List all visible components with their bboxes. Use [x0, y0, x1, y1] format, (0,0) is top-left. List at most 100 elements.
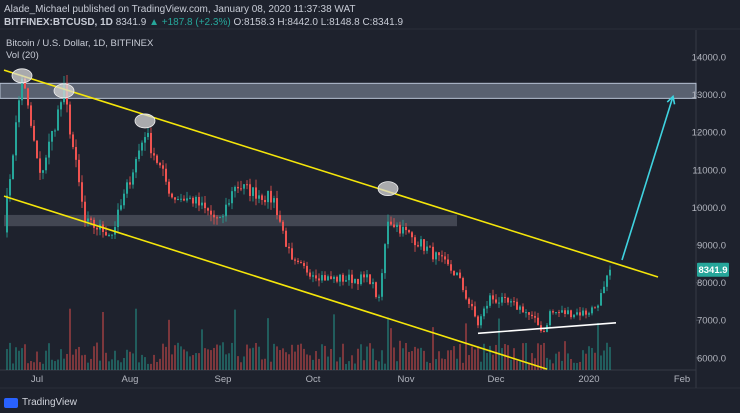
candle-body	[495, 299, 497, 303]
candle-body	[81, 182, 83, 202]
volume-bar	[522, 343, 524, 370]
volume-bar	[186, 351, 188, 370]
candle-body	[51, 130, 53, 142]
resistance-zone	[0, 82, 697, 99]
candle-body	[366, 274, 368, 278]
candle-body	[105, 232, 107, 236]
candle-body	[162, 165, 164, 169]
volume-bar	[510, 359, 512, 370]
volume-bar	[138, 362, 140, 370]
volume-bar	[450, 350, 452, 370]
candle-body	[57, 109, 59, 131]
candle-body	[153, 153, 155, 156]
volume-bar	[312, 359, 314, 370]
volume-bar	[249, 348, 251, 370]
candle-body	[201, 202, 203, 206]
descending-channel-upper-line	[3, 69, 659, 278]
candle-body	[321, 275, 323, 281]
candle-body	[120, 205, 122, 210]
last-price-tag: 8341.9	[697, 262, 729, 277]
candle-body	[297, 260, 299, 263]
volume-bar	[273, 343, 275, 370]
volume-bar	[297, 344, 299, 370]
price-tick-label: 12000.0	[692, 128, 726, 139]
candle-body	[387, 221, 389, 245]
volume-bar	[261, 359, 263, 370]
volume-bar	[408, 351, 410, 370]
volume-bar	[576, 363, 578, 370]
candle-body	[183, 198, 185, 201]
volume-bar	[585, 353, 587, 370]
volume-bar	[108, 361, 110, 370]
volume-bar	[276, 346, 278, 370]
candle-body	[516, 301, 518, 310]
candle-body	[432, 246, 434, 260]
candle-body	[423, 239, 425, 251]
candle-body	[21, 78, 23, 101]
candle-body	[519, 306, 521, 310]
candle-body	[225, 204, 227, 217]
volume-bar	[531, 353, 533, 370]
volume-bar	[552, 363, 554, 370]
candle-body	[483, 308, 485, 317]
candle-body	[402, 226, 404, 234]
tradingview-logo-icon	[4, 397, 18, 408]
candle-body	[399, 224, 401, 234]
volume-bar	[534, 358, 536, 370]
volume-bar	[423, 350, 425, 370]
volume-bar	[387, 317, 389, 370]
candle-body	[258, 195, 260, 199]
candle-body	[456, 272, 458, 276]
candle-body	[228, 203, 230, 205]
volume-bar	[558, 351, 560, 370]
candle-body	[90, 218, 92, 220]
candle-body	[270, 190, 272, 203]
volume-bar	[447, 350, 449, 370]
volume-bar	[390, 328, 392, 370]
candle-body	[231, 191, 233, 204]
candle-body	[447, 259, 449, 265]
price-tick-label: 9000.0	[697, 241, 726, 252]
price-tick-label: 14000.0	[692, 53, 726, 64]
volume-bar	[54, 361, 56, 370]
candle-body	[600, 293, 602, 306]
volume-bar	[324, 345, 326, 370]
candle-body	[117, 209, 119, 228]
volume-bar	[24, 344, 26, 370]
candle-body	[291, 248, 293, 260]
volume-bar	[345, 363, 347, 370]
volume-bar	[15, 347, 17, 370]
candle-body	[582, 310, 584, 316]
candle-body	[210, 210, 212, 215]
plot-area	[0, 30, 696, 370]
candle-body	[384, 244, 386, 274]
candle-body	[267, 190, 269, 203]
volume-bar	[78, 346, 80, 370]
volume-bar	[234, 309, 236, 370]
volume-bar	[546, 357, 548, 370]
volume-bar	[156, 361, 158, 370]
candle-body	[96, 227, 98, 230]
volume-bar	[456, 358, 458, 370]
candle-body	[303, 263, 305, 266]
candle-body	[525, 312, 527, 314]
candle-body	[330, 276, 332, 279]
time-tick-label: Aug	[122, 374, 139, 385]
candle-body	[216, 217, 218, 219]
candle-body	[141, 142, 143, 151]
candle-body	[438, 252, 440, 256]
volume-bar	[459, 344, 461, 370]
candle-body	[564, 310, 566, 314]
volume-bar	[57, 359, 59, 370]
candle-body	[507, 297, 509, 303]
volume-bar	[291, 344, 293, 370]
volume-bar	[282, 348, 284, 370]
time-tick-label: 2020	[578, 374, 599, 385]
tradingview-brand[interactable]: TradingView	[4, 397, 77, 408]
candle-body	[471, 303, 473, 307]
volume-bar	[9, 342, 11, 370]
volume-bar	[210, 350, 212, 370]
candle-body	[405, 226, 407, 231]
volume-bar	[183, 349, 185, 370]
